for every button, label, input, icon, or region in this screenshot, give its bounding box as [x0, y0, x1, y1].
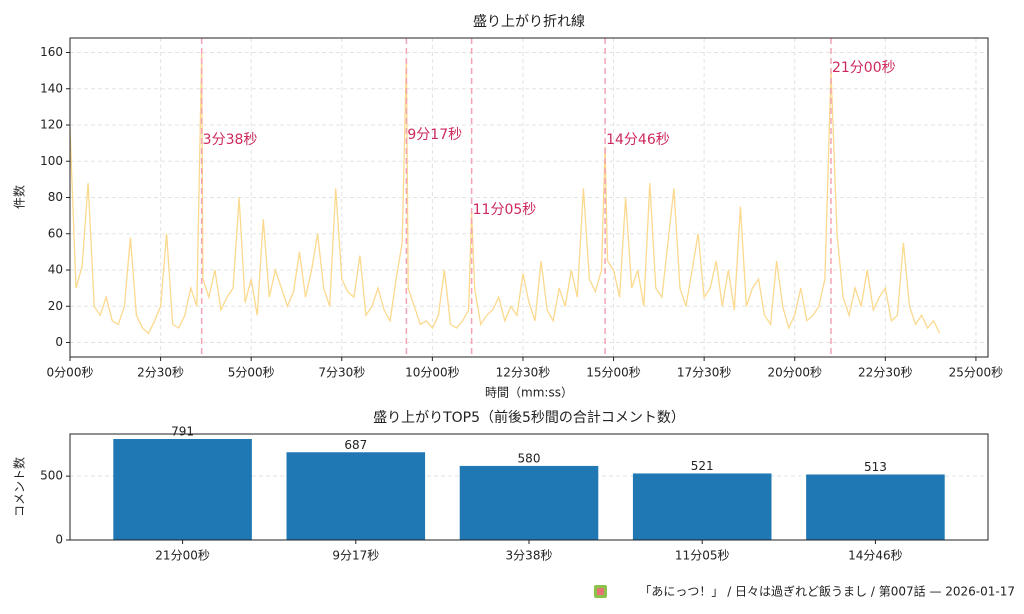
x-tick-label: 12分30秒: [496, 366, 551, 380]
line: [69, 52, 941, 335]
plot-frame: [69, 433, 989, 541]
x-tick-label: 25分00秒: [949, 366, 1004, 380]
plot-frame: [69, 37, 989, 358]
y-axis-label: コメント数: [12, 457, 27, 517]
data-label: 580: [518, 451, 541, 465]
annotation: 3分38秒: [203, 132, 258, 148]
footer-icon: [597, 588, 604, 595]
data-label: 513: [864, 460, 887, 474]
y-axis-label: 件数: [12, 185, 27, 209]
chart-title: 盛り上がりTOP5（前後5秒間の合計コメント数）: [373, 409, 685, 426]
bar: [632, 473, 772, 540]
x-axis-label: 時間（mm:ss）: [485, 386, 573, 400]
annotation: 9分17秒: [407, 127, 462, 143]
x-tick-label: 7分30秒: [318, 366, 365, 380]
footer: 「あにっつ！」 / 日々は過ぎれど飯うまし / 第007話 — 2026-01-…: [639, 584, 1015, 599]
x-tick-label: 17分30秒: [677, 366, 732, 380]
annotation: 21分00秒: [832, 60, 896, 76]
annotation: 14分46秒: [606, 132, 670, 148]
x-tick-label: 21分00秒: [155, 549, 210, 563]
bar: [459, 465, 599, 540]
y-tick-label: 60: [48, 226, 63, 240]
x-tick-label: 22分30秒: [858, 366, 913, 380]
data-label: 791: [171, 424, 194, 438]
annotation: 11分05秒: [473, 202, 537, 218]
bar: [286, 452, 426, 540]
y-tick-label: 160: [40, 45, 63, 59]
x-tick-label: 9分17秒: [332, 549, 379, 563]
x-tick-label: 11分05秒: [675, 549, 730, 563]
chart-title: 盛り上がり折れ線: [473, 14, 585, 30]
y-tick-label: 80: [48, 190, 63, 204]
y-tick-label: 140: [40, 81, 63, 95]
x-tick-label: 2分30秒: [137, 366, 184, 380]
y-tick-label: 0: [55, 335, 63, 349]
y-tick-label: 0: [55, 533, 63, 547]
x-tick-label: 0分00秒: [47, 366, 94, 380]
y-tick-label: 120: [40, 118, 63, 132]
y-tick-label: 100: [40, 154, 63, 168]
bar: [113, 438, 252, 540]
data-label: 521: [691, 459, 714, 473]
x-tick-label: 5分00秒: [228, 366, 275, 380]
y-tick-label: 40: [48, 263, 63, 277]
x-tick-label: 15分00秒: [586, 366, 641, 380]
x-tick-label: 20分00秒: [767, 366, 822, 380]
y-tick-label: 500: [40, 469, 63, 483]
x-tick-label: 14分46秒: [848, 549, 903, 563]
x-tick-label: 3分38秒: [506, 549, 553, 563]
bar: [806, 474, 945, 540]
x-tick-label: 10分00秒: [405, 366, 460, 380]
data-label: 687: [344, 438, 367, 452]
y-tick-label: 20: [48, 299, 63, 313]
